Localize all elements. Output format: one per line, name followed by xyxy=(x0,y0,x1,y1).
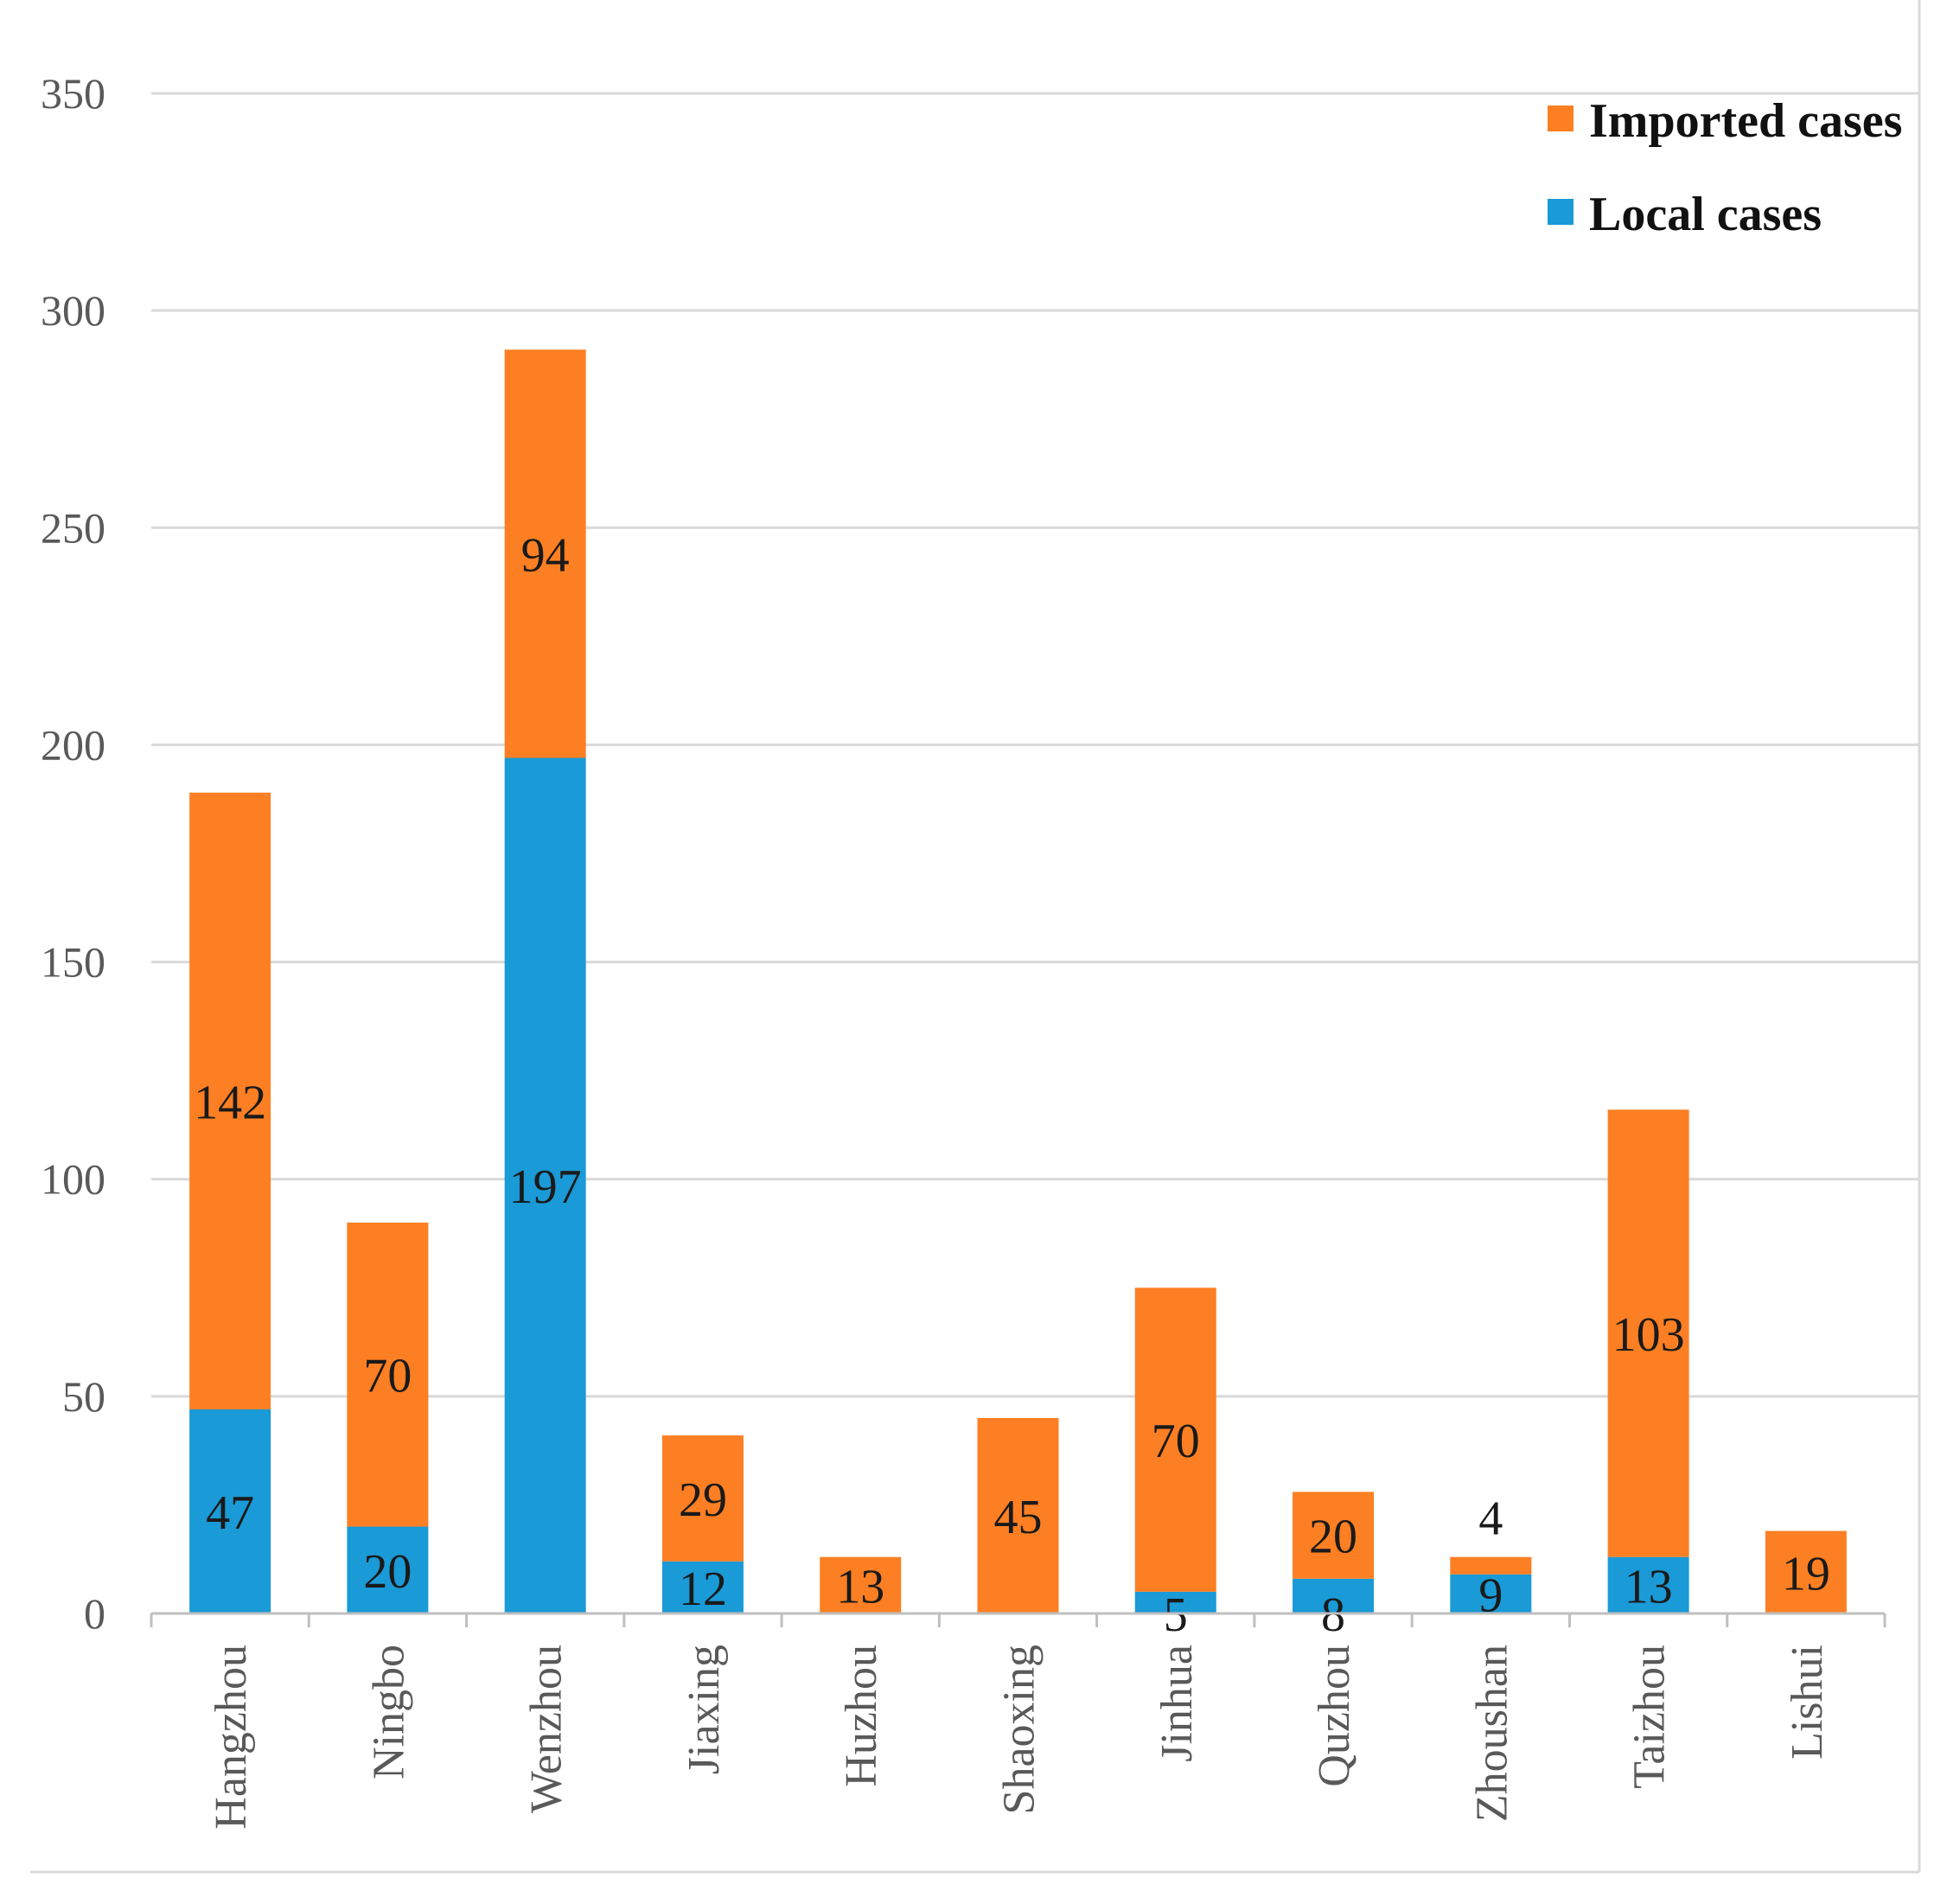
legend-swatch-imported-cases xyxy=(1548,105,1574,131)
data-label-local-taizhou: 13 xyxy=(1625,1560,1673,1613)
data-label-imported-wenzhou: 94 xyxy=(521,528,570,582)
data-label-imported-shaoxing: 45 xyxy=(994,1491,1043,1544)
x-category-label-ningbo: Ningbo xyxy=(364,1645,413,1779)
data-label-imported-taizhou: 103 xyxy=(1612,1308,1685,1362)
bar-imported-ningbo xyxy=(347,1222,429,1527)
legend-label-imported-cases: Imported cases xyxy=(1589,94,1902,148)
y-axis-tick-labels: 0 50 100 150 200 250 300 350 xyxy=(41,69,105,1638)
y-tick-label: 100 xyxy=(41,1155,105,1204)
bar-imported-jiaxing xyxy=(661,1435,744,1562)
bar-local-zhoushan xyxy=(1450,1574,1532,1613)
data-label-imported-jiaxing: 29 xyxy=(679,1473,727,1527)
x-category-label-wenzhou: Wenzhou xyxy=(522,1645,571,1813)
x-category-label-lishui: Lishui xyxy=(1783,1645,1832,1760)
x-category-label-shaoxing: Shaoxing xyxy=(995,1645,1044,1814)
data-label-imported-hangzhou: 142 xyxy=(194,1076,266,1129)
legend: Imported cases Local cases xyxy=(1548,94,1902,241)
y-tick-label: 200 xyxy=(41,720,105,769)
x-category-label-quzhou: Quzhou xyxy=(1310,1645,1359,1787)
bar-imported-hangzhou xyxy=(189,792,271,1409)
data-label-local-wenzhou: 197 xyxy=(509,1160,582,1214)
x-category-label-zhoushan: Zhoushan xyxy=(1467,1645,1516,1822)
bar-local-taizhou xyxy=(1607,1556,1689,1613)
data-label-imported-quzhou: 20 xyxy=(1309,1511,1357,1564)
legend-label-local-cases: Local cases xyxy=(1589,188,1822,241)
bar-imported-zhoushan xyxy=(1450,1556,1532,1575)
bars xyxy=(189,349,1847,1613)
bar-local-ningbo xyxy=(347,1526,429,1613)
y-tick-label: 150 xyxy=(41,938,105,987)
bar-imported-taizhou xyxy=(1607,1109,1689,1557)
data-label-imported-ningbo: 70 xyxy=(363,1350,412,1403)
bar-local-quzhou xyxy=(1293,1578,1375,1613)
data-label-local-jiaxing: 12 xyxy=(679,1562,727,1616)
data-label-local-quzhou: 8 xyxy=(1321,1588,1345,1642)
y-tick-label: 350 xyxy=(41,69,105,118)
bar-imported-jinhua xyxy=(1134,1287,1216,1592)
x-category-label-taizhou: Taizhou xyxy=(1625,1645,1675,1789)
bar-imported-huzhou xyxy=(820,1556,902,1613)
data-label-imported-lishui: 19 xyxy=(1782,1547,1830,1601)
bar-imported-wenzhou xyxy=(504,349,586,758)
x-category-label-jinhua: Jinhua xyxy=(1152,1645,1202,1762)
gridlines xyxy=(151,92,1919,1398)
bar-local-wenzhou xyxy=(504,757,586,1613)
bar-imported-shaoxing xyxy=(977,1417,1059,1613)
y-tick-label: 50 xyxy=(62,1372,105,1421)
data-label-imported-huzhou: 13 xyxy=(836,1560,884,1613)
data-label-imported-zhoushan: 4 xyxy=(1478,1492,1503,1546)
legend-swatch-local-cases xyxy=(1548,199,1574,225)
bar-imported-lishui xyxy=(1765,1530,1847,1613)
bar-local-hangzhou xyxy=(189,1409,271,1613)
x-category-label-hangzhou: Hangzhou xyxy=(207,1645,256,1830)
bar-local-jiaxing xyxy=(661,1561,744,1613)
bar-imported-quzhou xyxy=(1293,1492,1375,1579)
bar-local-jinhua xyxy=(1134,1591,1216,1613)
x-axis-category-labels: Hangzhou Ningbo Wenzhou Jiaxing Huzhou Shaoxi… xyxy=(207,1645,1832,1830)
data-label-local-ningbo: 20 xyxy=(363,1545,412,1599)
y-tick-label: 0 xyxy=(84,1589,105,1638)
data-label-imported-jinhua: 70 xyxy=(1152,1415,1200,1468)
x-category-label-jiaxing: Jiaxing xyxy=(680,1645,729,1774)
x-category-label-huzhou: Huzhou xyxy=(837,1645,886,1787)
y-tick-label: 300 xyxy=(41,286,105,335)
x-axis xyxy=(150,1612,1886,1627)
y-tick-label: 250 xyxy=(41,503,105,552)
data-label-local-jinhua: 5 xyxy=(1164,1588,1188,1642)
data-label-local-hangzhou: 47 xyxy=(206,1486,254,1540)
